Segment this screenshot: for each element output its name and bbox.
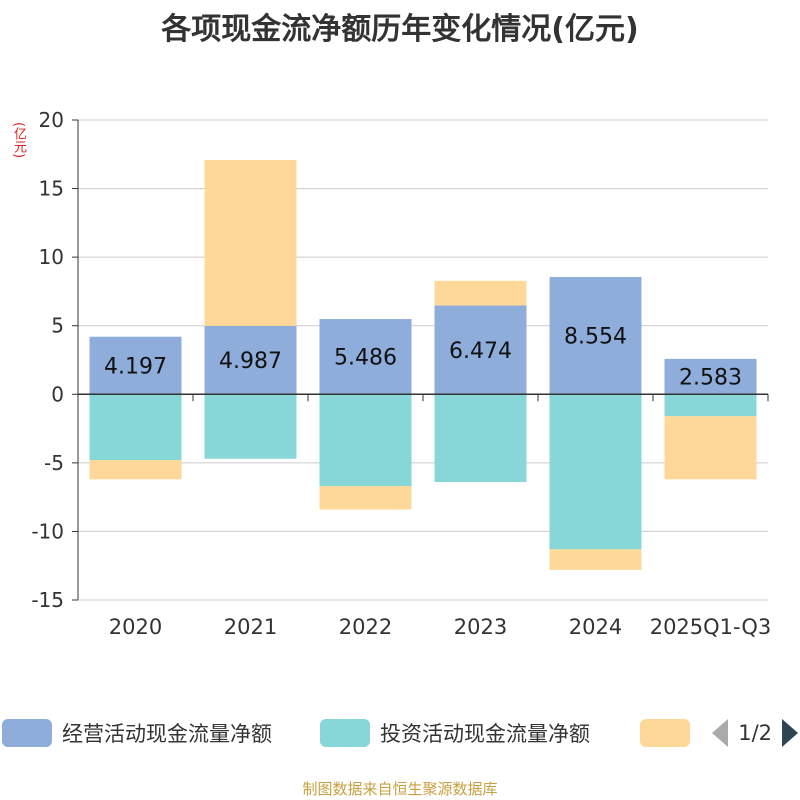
- bar-operating-2020: [89, 336, 182, 395]
- chart-area: 20 15 10 5 0 -5 -10 -15 4.197 4.987 5.486 6.474 8.55…: [31, 108, 772, 639]
- legend-swatch-financing: [640, 719, 690, 747]
- x-tick-label: 2021: [224, 615, 277, 639]
- legend-item-investing[interactable]: 投资活动现金流量净额: [320, 715, 590, 751]
- legend: 经营活动现金流量净额 投资活动现金流量净额 1/2: [0, 715, 800, 755]
- x-tick-label: 2025Q1-Q3: [650, 615, 772, 639]
- legend-prev-arrow-icon[interactable]: [712, 719, 729, 747]
- x-tick-label: 2023: [454, 615, 507, 639]
- bar-investing-2023: [434, 394, 527, 483]
- data-label: 4.987: [219, 349, 282, 374]
- bar-operating-2022: [319, 319, 412, 395]
- bar-operating-2023: [434, 305, 527, 395]
- data-label: 2.583: [679, 366, 742, 391]
- bar-investing-2020: [89, 394, 182, 461]
- bar-financing-2024: [549, 549, 642, 570]
- chart-title: 各项现金流净额历年变化情况(亿元): [161, 12, 639, 47]
- bar-financing-2025Q1-Q3: [664, 416, 757, 480]
- legend-label-operating: 经营活动现金流量净额: [62, 722, 272, 746]
- y-tick-label: -15: [31, 588, 64, 612]
- legend-item-financing[interactable]: [640, 715, 690, 751]
- data-label: 6.474: [449, 339, 512, 364]
- bar-financing-2023: [434, 280, 527, 306]
- bar-operating-2024: [549, 276, 642, 395]
- data-label: 4.197: [104, 355, 167, 380]
- bar-financing-2021: [204, 159, 297, 326]
- bar-investing-2025Q1-Q3: [664, 394, 757, 417]
- bar-financing-2022: [319, 486, 412, 510]
- bar-operating-2021: [204, 325, 297, 395]
- legend-swatch-investing: [320, 719, 370, 747]
- y-tick-label: 20: [39, 108, 64, 132]
- y-tick-label: 0: [51, 382, 64, 406]
- legend-pager: 1/2: [712, 715, 800, 751]
- bar-operating-2025Q1-Q3: [664, 358, 757, 395]
- bar-investing-2021: [204, 394, 297, 459]
- legend-item-operating[interactable]: 经营活动现金流量净额: [2, 715, 272, 751]
- bar-financing-2020: [89, 460, 182, 480]
- legend-label-investing: 投资活动现金流量净额: [380, 722, 590, 746]
- y-axis-unit: (亿元): [11, 122, 26, 159]
- y-tick-label: -5: [44, 451, 64, 475]
- x-tick-label: 2020: [109, 615, 162, 639]
- y-tick-label: 5: [51, 314, 64, 338]
- data-label: 5.486: [334, 346, 397, 371]
- legend-next-arrow-icon[interactable]: [782, 719, 798, 747]
- y-tick-label: 10: [39, 245, 64, 269]
- x-tick-label: 2024: [569, 615, 622, 639]
- y-tick-label: 15: [39, 177, 64, 201]
- bar-investing-2024: [549, 394, 642, 550]
- bar-investing-2022: [319, 394, 412, 487]
- data-label: 8.554: [564, 325, 627, 350]
- y-tick-label: -10: [31, 519, 64, 543]
- legend-swatch-operating: [2, 719, 52, 747]
- legend-page-indicator: 1/2: [738, 721, 772, 745]
- source-note: 制图数据来自恒生聚源数据库: [302, 780, 498, 798]
- x-tick-label: 2022: [339, 615, 392, 639]
